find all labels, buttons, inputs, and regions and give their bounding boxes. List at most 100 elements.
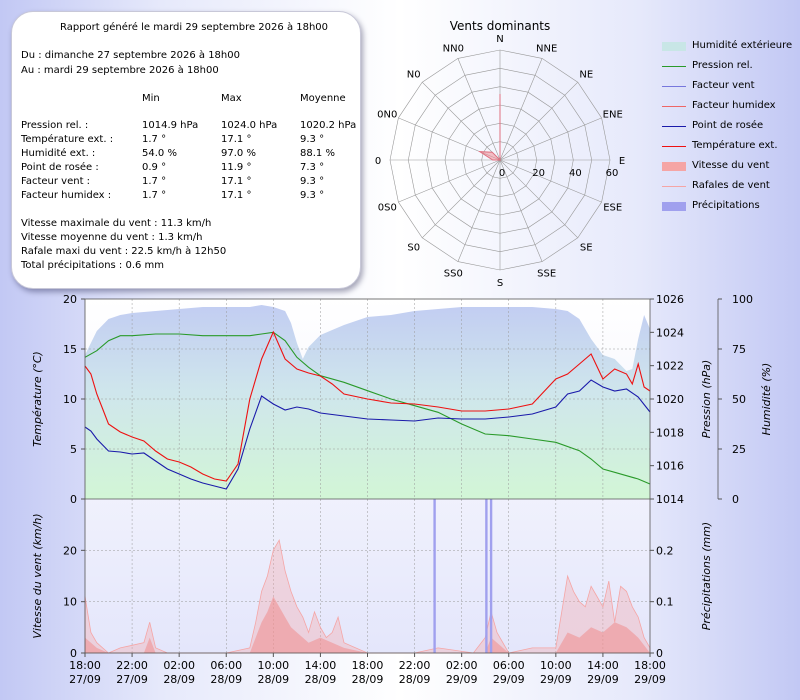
radar-tick-label: 0 [499,168,505,179]
radar-tick-label: 40 [569,168,582,179]
temperature-tick-label: 0 [70,493,77,506]
humidity-tick-label: 75 [732,343,746,356]
legend-label: Point de rosée [692,120,764,131]
radar-direction-label: S0 [407,242,420,253]
temperature-tick-label: 15 [63,343,77,356]
x-tick-label-line: 14:00 [587,659,619,672]
legend-swatch [662,86,686,87]
x-tick-label-line: 29/09 [587,673,619,686]
radar-direction-label: 0N0 [377,109,397,120]
wind-axis-title: Vitesse du vent (km/h) [31,513,44,638]
precipitation-bar [433,499,436,653]
x-tick-label-line: 28/09 [352,673,384,686]
legend-swatch [662,106,686,107]
x-tick-label-line: 22:00 [399,659,431,672]
radar-direction-label: NE [579,70,593,81]
legend-swatch [662,162,686,171]
x-tick-label-line: 27/09 [69,673,101,686]
period-to: Au : mardi 29 septembre 2026 à 18h00 [21,65,219,76]
radar-spoke [499,159,602,203]
x-tick-label-line: 29/09 [634,673,666,686]
row-label: Facteur vent : [21,176,91,187]
legend-label: Vitesse du vent [692,160,770,171]
x-tick-label-line: 14:00 [305,659,337,672]
x-tick-label-line: 10:00 [257,659,289,672]
pressure-tick-label: 1020 [656,393,684,406]
x-tick-label: 14:00 28/09 [305,659,337,686]
row-label: Point de rosée : [21,162,99,173]
radar-direction-label: N0 [407,70,421,81]
legend-item: Température ext. [660,140,800,154]
x-tick-label-line: 29/09 [446,673,478,686]
radar-spoke [457,58,501,161]
temperature-line [84,330,651,482]
radar-direction-label: 0S0 [378,203,397,214]
row-min: 54.0 % [142,148,177,159]
row-max: 17.1 ° [221,176,252,187]
temperature-tick-label: 5 [70,443,77,456]
row-label: Facteur humidex : [21,190,112,201]
legend-item: Précipitations [660,200,800,214]
report-title: Rapport généré le mardi 29 septembre 202… [60,22,329,33]
radar-spoke [499,82,578,161]
legend-item: Facteur vent [660,80,800,94]
row-label: Température ext. : [21,134,114,145]
row-max: 1024.0 hPa [221,120,278,131]
period-from: Du : dimanche 27 septembre 2026 à 18h00 [21,50,240,61]
radar-tick-label: 20 [532,168,545,179]
x-tick-label-line: 29/09 [540,673,572,686]
radar-direction-label: NNE [536,43,557,54]
radar-direction-label: E [619,156,625,167]
gust-max-text: Rafale maxi du vent : 22.5 km/h à 12h50 [21,246,227,257]
summary-panel: Rapport généré le mardi 29 septembre 202… [11,11,361,289]
precipitation-tick-label: 0.2 [656,544,674,557]
x-tick-label: 18:00 28/09 [352,659,384,686]
radar-direction-label: N [496,34,503,45]
x-tick-label-line: 28/09 [210,673,242,686]
x-tick-label-line: 29/09 [493,673,525,686]
x-tick-label-line: 02:00 [163,659,195,672]
pressure-tick-label: 1018 [656,426,684,439]
wind-tick-label: 20 [63,544,77,557]
row-avg: 7.3 ° [300,162,325,173]
radar-direction-label: ENE [603,109,623,120]
humidity-tick-label: 100 [732,293,753,306]
row-min: 0.9 ° [142,162,167,173]
row-avg: 1020.2 hPa [300,120,357,131]
radar-spoke [499,58,543,161]
legend-item: Humidité extérieure [660,40,800,54]
legend-swatch [662,146,686,147]
x-tick-label-line: 10:00 [540,659,572,672]
legend-item: Facteur humidex [660,100,800,114]
row-avg: 9.3 ° [300,176,325,187]
legend: Humidité extérieure Pression rel. Facteur … [660,40,800,230]
legend-item: Pression rel. [660,60,800,74]
row-max: 11.9 ° [221,162,252,173]
x-tick-label: 18:00 27/09 [69,659,101,686]
x-tick-label-line: 28/09 [399,673,431,686]
wind-speed-area [85,596,650,653]
precip-total-text: Total précipitations : 0.6 mm [21,260,165,271]
precipitation-axis-title: Précipitations (mm) [700,522,713,630]
pressure-axis-title: Pression (hPa) [700,360,713,439]
pressure-tick-label: 1016 [656,460,684,473]
precipitation-bar [485,499,488,653]
radar-spoke [457,159,501,262]
radar-spoke [499,159,578,238]
x-tick-label: 18:00 29/09 [634,659,666,686]
x-tick-label: 06:00 28/09 [210,659,242,686]
x-tick-label-line: 18:00 [634,659,666,672]
legend-item: Vitesse du vent [660,160,800,174]
x-tick-label: 22:00 27/09 [116,659,148,686]
x-tick-label-line: 06:00 [210,659,242,672]
row-label: Humidité ext. : [21,148,96,159]
wind-rose-title: Vents dominants [450,19,551,33]
x-tick-label: 02:00 28/09 [163,659,195,686]
wind-direction-area [477,94,501,162]
humidity-tick-label: 0 [732,493,739,506]
x-tick-label: 10:00 28/09 [257,659,289,686]
x-tick-label-line: 02:00 [446,659,478,672]
row-max: 97.0 % [221,148,256,159]
radar-spoke [398,159,501,203]
x-tick-label-line: 18:00 [352,659,384,672]
